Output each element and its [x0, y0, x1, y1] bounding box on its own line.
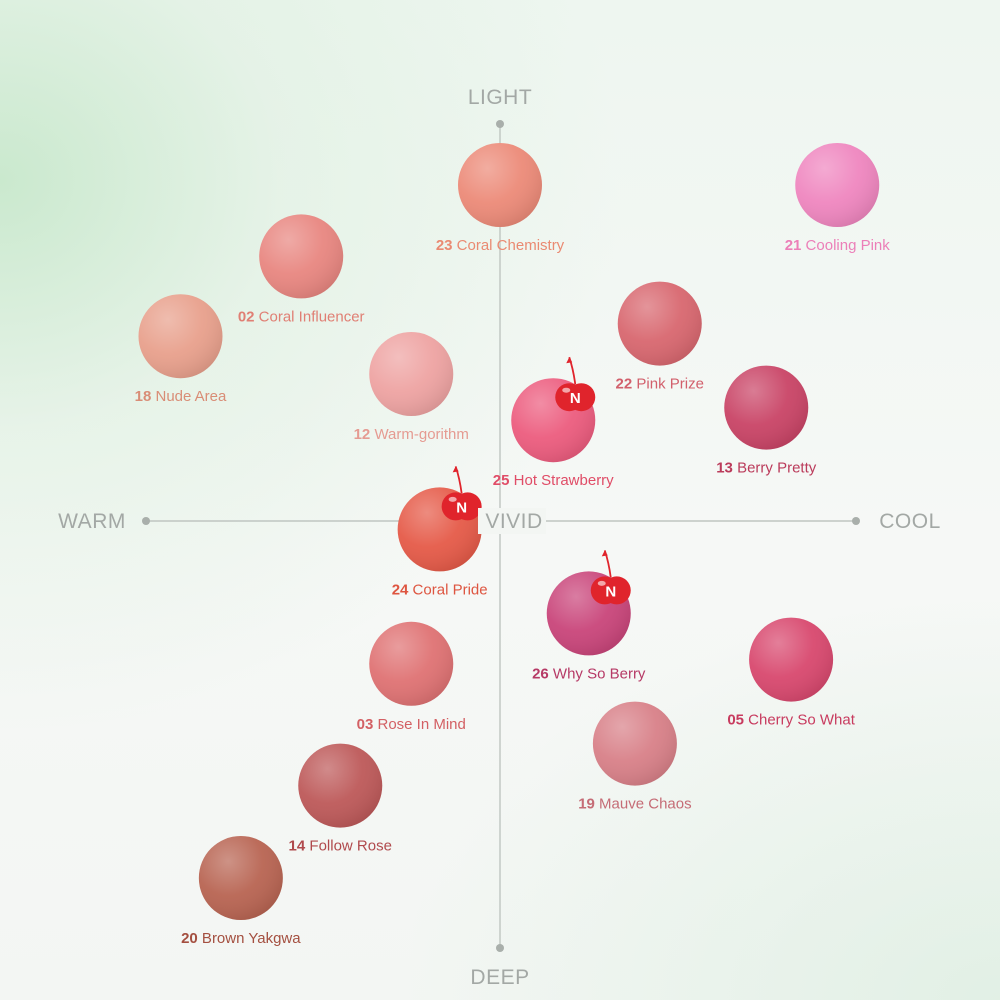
new-badge-letter: N: [605, 583, 616, 600]
swatch-name: Coral Chemistry: [453, 237, 565, 254]
swatch-name: Nude Area: [151, 388, 227, 405]
swatch-brown-yakgwa: 20 Brown Yakgwa: [181, 836, 301, 947]
swatch-name: Why So Berry: [549, 665, 646, 682]
swatch-name: Cooling Pink: [801, 237, 890, 254]
swatch-label: 22 Pink Prize: [616, 376, 704, 393]
swatch-name: Warm-gorithm: [370, 426, 469, 443]
swatch-gloss: [138, 294, 223, 379]
swatch-number: 18: [135, 388, 152, 405]
swatch-number: 22: [616, 376, 633, 393]
swatch-label: 24 Coral Pride: [392, 581, 488, 598]
new-cherry-badge-icon: N: [590, 550, 631, 605]
swatch-coral-pride: 24 Coral Pride N: [392, 466, 488, 598]
swatch-pink-prize: 22 Pink Prize: [616, 281, 704, 393]
swatch-name: Coral Pride: [408, 581, 487, 598]
swatch-number: 24: [392, 581, 409, 598]
new-cherry-badge-icon: N: [555, 356, 596, 412]
swatch-number: 21: [785, 237, 802, 254]
swatch-name: Brown Yakgwa: [198, 930, 301, 947]
swatch-gloss: [617, 281, 702, 366]
swatch-follow-rose: 14 Follow Rose: [289, 743, 392, 855]
swatch-gloss: [592, 701, 677, 786]
swatch-gloss: [369, 621, 454, 706]
swatch-number: 25: [493, 472, 510, 489]
swatch-number: 19: [578, 796, 595, 813]
swatch-label: 13 Berry Pretty: [716, 460, 817, 477]
swatch-label: 12 Warm-gorithm: [354, 426, 469, 443]
swatch-name: Rose In Mind: [373, 716, 466, 733]
swatch-gloss: [259, 214, 344, 299]
axis-bottom-dot: [496, 944, 504, 952]
swatch-name: Follow Rose: [305, 838, 392, 855]
new-badge-letter: N: [570, 390, 581, 407]
swatch-label: 23 Coral Chemistry: [436, 237, 565, 254]
axis-label-vivid: VIVID: [485, 510, 542, 533]
swatch-name: Cherry So What: [744, 712, 856, 729]
swatch-number: 03: [357, 716, 374, 733]
swatch-label: 21 Cooling Pink: [785, 237, 891, 254]
axis-left-dot: [142, 517, 150, 525]
swatch-label: 02 Coral Influencer: [238, 308, 365, 325]
axis-label-cool: COOL: [879, 510, 941, 533]
swatch-number: 12: [354, 426, 371, 443]
swatch-number: 05: [727, 712, 744, 729]
swatch-label: 05 Cherry So What: [727, 712, 855, 729]
swatch-label: 25 Hot Strawberry: [493, 472, 614, 489]
swatch-hot-strawberry: 25 Hot Strawberry N: [493, 356, 614, 489]
swatch-number: 23: [436, 237, 453, 254]
swatch-number: 13: [716, 460, 733, 477]
swatch-rose-in-mind: 03 Rose In Mind: [357, 621, 466, 733]
swatch-name: Hot Strawberry: [509, 472, 614, 489]
axis-label-light: LIGHT: [468, 86, 532, 109]
swatch-name: Pink Prize: [632, 376, 704, 393]
swatch-number: 26: [532, 665, 549, 682]
new-badge-letter: N: [456, 499, 467, 516]
swatch-warm-gorithm: 12 Warm-gorithm: [354, 332, 469, 443]
swatch-gloss: [724, 365, 809, 450]
swatch-cherry-so-what: 05 Cherry So What: [727, 617, 856, 729]
swatch-coral-influencer: 02 Coral Influencer: [238, 214, 365, 325]
swatch-name: Mauve Chaos: [595, 796, 692, 813]
swatch-name: Coral Influencer: [255, 308, 365, 325]
swatch-nude-area: 18 Nude Area: [135, 294, 227, 405]
swatch-gloss: [458, 143, 542, 227]
swatch-berry-pretty: 13 Berry Pretty: [716, 365, 817, 477]
axis-top-dot: [496, 120, 504, 128]
axis-center-label-bg: [478, 508, 546, 534]
swatch-label: 19 Mauve Chaos: [578, 796, 691, 813]
axis-label-deep: DEEP: [470, 966, 529, 989]
swatch-gloss: [298, 743, 383, 828]
swatch-label: 18 Nude Area: [135, 388, 227, 405]
axis-right-dot: [852, 517, 860, 525]
swatch-label: 03 Rose In Mind: [357, 716, 466, 733]
swatch-label: 14 Follow Rose: [289, 838, 392, 855]
swatches-group: 23 Coral Chemistry 21 Cooling Pink 02 Cora…: [135, 143, 891, 947]
swatch-gloss: [795, 143, 880, 227]
swatch-number: 14: [289, 838, 306, 855]
swatch-why-so-berry: 26 Why So Berry N: [532, 550, 646, 682]
swatch-label: 26 Why So Berry: [532, 665, 646, 682]
axis-label-warm: WARM: [58, 510, 126, 533]
swatch-cooling-pink: 21 Cooling Pink: [785, 143, 891, 254]
swatch-gloss: [749, 617, 834, 702]
swatch-gloss: [198, 836, 283, 920]
swatch-name: Berry Pretty: [733, 460, 817, 477]
axes-group: LIGHT DEEP WARM COOL: [58, 86, 941, 989]
swatch-number: 02: [238, 308, 255, 325]
swatch-coral-chemistry: 23 Coral Chemistry: [436, 143, 565, 254]
new-cherry-badge-icon: N: [441, 466, 482, 521]
swatch-gloss: [369, 332, 454, 416]
swatch-number: 20: [181, 930, 198, 947]
swatch-mauve-chaos: 19 Mauve Chaos: [578, 701, 692, 813]
swatch-label: 20 Brown Yakgwa: [181, 930, 301, 947]
